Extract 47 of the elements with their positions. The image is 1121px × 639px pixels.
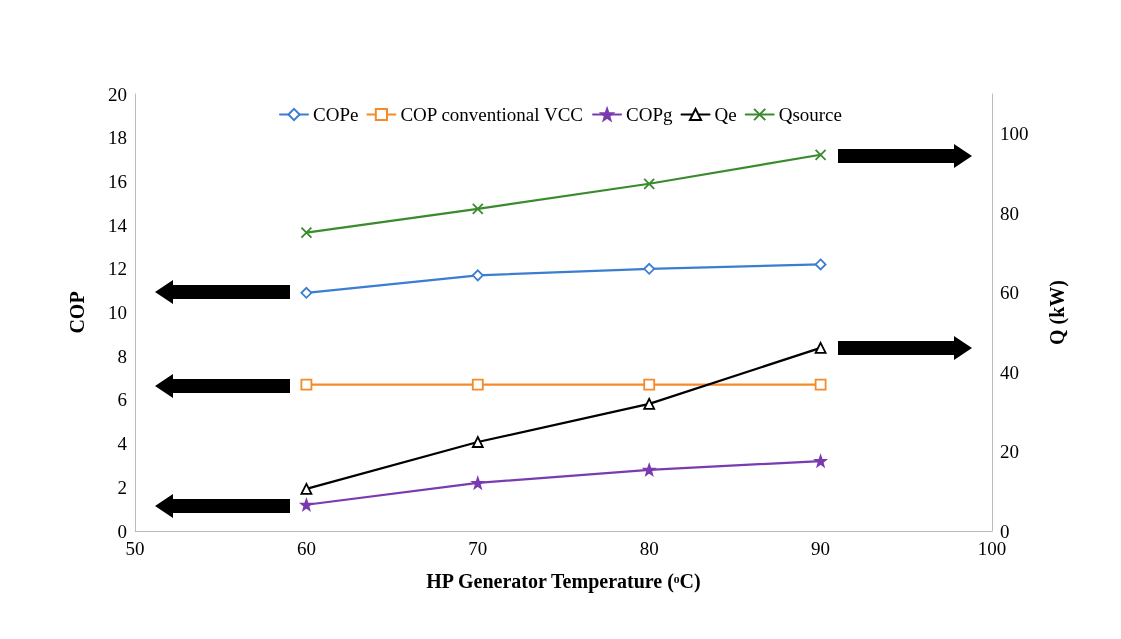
y-tick-label: 6 [117,389,127,411]
legend-label: Qe [714,104,737,125]
y2-tick-label: 60 [1000,282,1019,304]
point [643,463,656,476]
y-tick-label: 0 [117,520,127,542]
point [300,286,313,299]
y-tick-label: 10 [108,302,127,323]
point [300,482,313,495]
y-tick-label: 12 [108,258,127,280]
y2-tick-label: 80 [1000,202,1019,224]
point [300,498,313,511]
point [643,177,656,190]
point [643,397,656,410]
point [643,262,656,275]
point [471,436,484,448]
point [300,226,313,239]
x-tick-label: 50 [125,538,145,559]
point [471,269,484,282]
y-tick-label: 18 [108,127,127,149]
y2-tick-label: 40 [1000,361,1019,383]
x-tick-label: 90 [811,538,831,559]
legend-label: COP conventional VCC [400,104,584,125]
y-tick-label: 16 [108,170,127,192]
y2-tick-label: 20 [1000,441,1019,463]
y-axis-title: COP [66,291,88,334]
legend-label: Qsource [778,104,842,125]
point [643,378,656,391]
point [471,202,484,215]
point [300,378,313,391]
y2-tick-label: 100 [1000,123,1029,145]
legend-label: COPe [313,104,359,125]
point [814,258,827,271]
x-tick-label: 60 [296,538,316,559]
y-tick-label: 4 [117,433,128,455]
x-axis-title: HP Generator Temperature (ᵒC) [426,570,701,593]
y-tick-label: 8 [117,345,127,367]
x-tick-label: 70 [468,538,488,559]
point [814,341,827,354]
y-tick-label: 14 [108,214,128,236]
point [471,378,484,391]
legend-label: COPg [626,104,674,125]
y-tick-label: 20 [108,83,127,105]
y-tick-label: 2 [117,476,127,498]
point [814,378,827,391]
y2-axis-title: Q (kW) [1046,280,1069,345]
point [814,148,827,161]
x-tick-label: 80 [639,538,659,559]
